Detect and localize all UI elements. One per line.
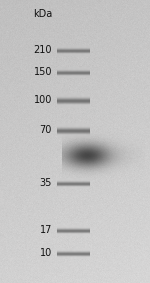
Text: 100: 100 <box>34 95 52 105</box>
Text: 150: 150 <box>33 67 52 77</box>
Text: 70: 70 <box>40 125 52 135</box>
Text: 10: 10 <box>40 248 52 258</box>
Text: 210: 210 <box>33 45 52 55</box>
Text: kDa: kDa <box>33 9 52 19</box>
Text: 35: 35 <box>40 178 52 188</box>
Text: 17: 17 <box>40 225 52 235</box>
